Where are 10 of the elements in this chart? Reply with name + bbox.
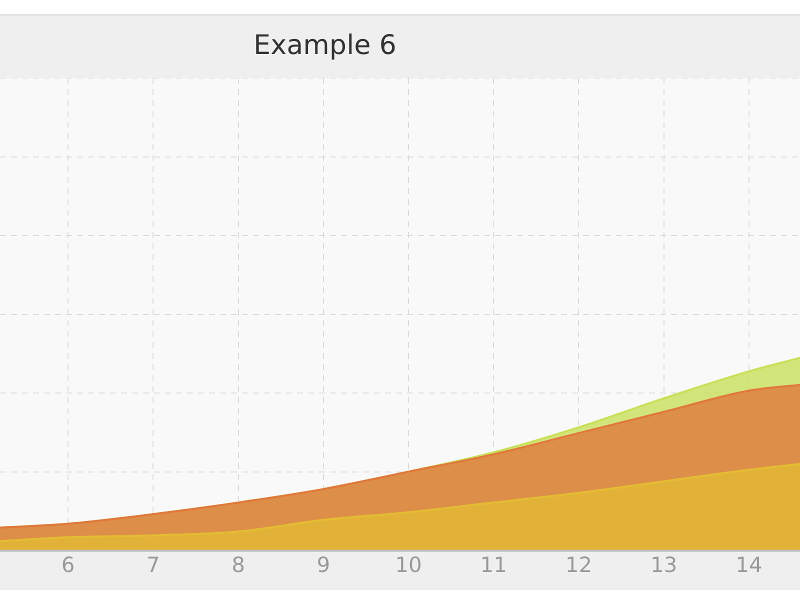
x-tick-label: 14 <box>736 552 762 577</box>
chart-title: Example 6 <box>252 30 398 61</box>
x-tick-label: 10 <box>395 552 422 577</box>
x-tick-label: 13 <box>650 552 678 577</box>
x-tick-label: 7 <box>146 552 160 577</box>
x-tick-label: 11 <box>480 552 507 577</box>
x-tick-label: 8 <box>232 552 245 577</box>
x-tick-label: 12 <box>565 552 592 577</box>
x-tick-label: 6 <box>61 552 75 577</box>
x-tick-label: 9 <box>316 552 330 577</box>
